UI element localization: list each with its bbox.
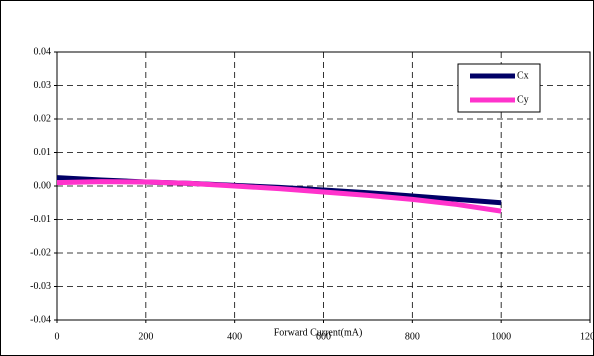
legend-label: Cx bbox=[517, 70, 529, 81]
y-tick-label: -0.04 bbox=[30, 314, 51, 325]
plot-area bbox=[56, 51, 591, 321]
x-tick-label: 400 bbox=[227, 331, 242, 342]
legend-box bbox=[457, 63, 541, 113]
y-tick-label: 0.01 bbox=[34, 147, 52, 158]
x-tick-label: 600 bbox=[316, 331, 331, 342]
y-tick-label: 0.00 bbox=[34, 180, 52, 191]
legend-label: Cy bbox=[517, 94, 529, 105]
y-tick-label: 0.03 bbox=[34, 80, 52, 91]
x-tick-label: 1000 bbox=[491, 331, 511, 342]
x-tick-label: 200 bbox=[138, 331, 153, 342]
x-tick-label: 0 bbox=[55, 331, 60, 342]
y-tick-label: -0.02 bbox=[30, 247, 51, 258]
y-tick-label: -0.03 bbox=[30, 281, 51, 292]
y-tick-label: 0.02 bbox=[34, 113, 52, 124]
x-tick-label: 1200 bbox=[580, 331, 594, 342]
y-tick-label: -0.01 bbox=[30, 214, 51, 225]
x-axis-label: Forward Current(mA) bbox=[274, 327, 363, 338]
y-tick-label: 0.04 bbox=[34, 46, 52, 57]
legend: Cx Cy bbox=[457, 63, 541, 113]
series-line bbox=[56, 179, 502, 214]
x-tick-label: 800 bbox=[405, 331, 420, 342]
